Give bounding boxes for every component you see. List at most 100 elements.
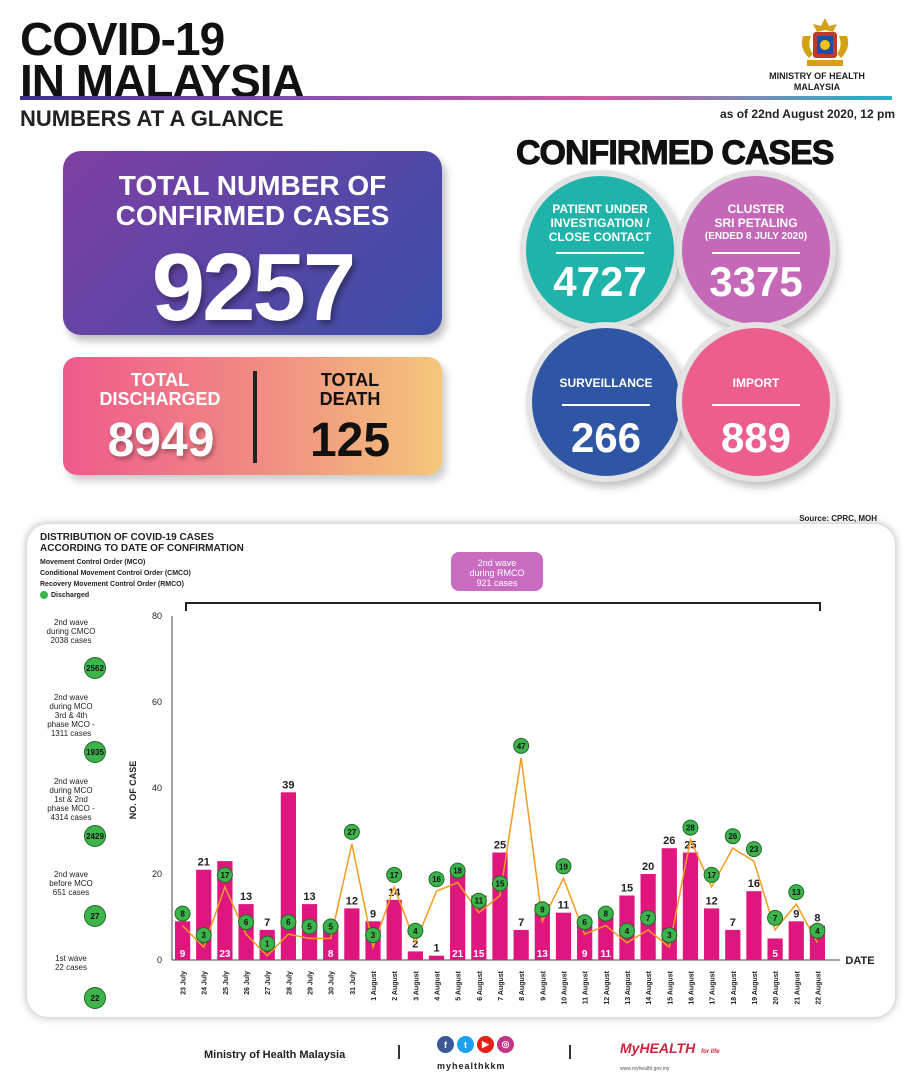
discharged-value-label: 13 [792,888,801,897]
x-tick-label: 30 July [329,971,336,995]
discharged-marker [724,828,741,845]
discharged-marker [661,927,678,944]
x-tick-label: 9 August [540,970,547,1000]
bar-value-label: 12 [346,895,358,907]
discharged-value-label: 17 [390,871,399,880]
pui-divider [556,252,644,254]
wave-count: 2429 [84,825,106,847]
ministry-line1: MINISTRY OF HEALTH [769,71,865,81]
wave-text: 2038 cases [50,635,92,645]
discharged-marker [238,914,255,931]
card-divider [253,371,257,463]
discharged-marker [534,901,551,918]
bar [598,912,614,960]
x-tick-label: 15 August [667,970,674,1004]
pui-circle: PATIENT UNDER INVESTIGATION / CLOSE CONT… [520,170,680,330]
wave-bubble: 2nd wave during MCO 3rd & 4th phase MCO -13… [38,682,104,748]
legend-mco: Movement Control Order (MCO) [40,559,146,566]
bar [323,925,339,960]
coat-of-arms-icon [793,14,857,75]
discharged-value-label: 19 [559,862,568,871]
discharged-marker [259,935,276,952]
myhealth-url[interactable]: www.myhealth.gov.my [620,1066,670,1072]
discharged-value-label: 7 [773,914,778,923]
wave-text: before MCO [49,878,93,888]
wave-text: 2nd wave [53,869,89,879]
total-confirmed-value: 9257 [151,234,357,341]
footer-separator [398,1045,400,1059]
youtube-icon[interactable]: ▶ [477,1036,494,1053]
bar-value-label: 15 [473,949,485,960]
x-tick-label: 19 August [752,970,759,1004]
instagram-icon[interactable]: ◎ [497,1036,514,1053]
x-tick-label: 3 August [413,970,420,1000]
bar-value-label: 21 [198,857,210,869]
total-confirmed-label-line1: TOTAL NUMBER OF [118,170,387,201]
discharged-value-label: 17 [707,871,716,880]
bar [534,904,550,960]
bar-value-label: 16 [748,878,760,890]
discharged-value-label: 8 [604,910,609,919]
social-handle[interactable]: myhealthkkm [437,1061,506,1071]
wave-count: 27 [84,905,106,927]
wave-text: 1311 cases [50,728,92,738]
x-tick-label: 31 July [350,971,357,995]
wave-count: 1935 [84,741,106,763]
myhealth-tagline: for life [701,1049,720,1055]
discharged-value-label: 18 [453,867,462,876]
cluster-value: 3375 [709,258,803,305]
bar-value-label: 25 [494,840,506,852]
bar-value-label: 13 [303,891,315,903]
x-tick-label: 13 August [625,970,632,1004]
y-tick-label: 20 [152,869,162,879]
bar [767,938,783,960]
bar-value-label: 20 [642,861,654,873]
wave-text: 2nd wave [53,776,89,786]
discharged-marker [343,823,360,840]
x-tick-label: 17 August [710,970,717,1004]
pui-label-line2: INVESTIGATION / [550,216,650,230]
myhealth-logo: MyHEALTH for life [620,1040,719,1056]
wave-text: 1st wave [55,954,87,963]
pui-label: PATIENT UNDER INVESTIGATION / CLOSE CONT… [526,202,674,244]
discharged-value-label: 47 [517,742,526,751]
bar-value-label: 1 [433,943,439,955]
total-confirmed-card: TOTAL NUMBER OF CONFIRMED CASES 9257 [63,151,442,341]
cluster-divider [712,252,800,254]
discharged-marker [640,909,657,926]
import-divider [712,404,800,406]
discharged-marker [492,875,508,892]
bar-value-label: 13 [537,949,549,960]
facebook-icon[interactable]: f [437,1036,454,1053]
bar-value-label: 5 [772,949,778,960]
y-axis-label: NO. OF CASE [128,761,138,820]
discharged-value-label: 6 [244,918,249,927]
discharged-marker [597,905,614,922]
bar [344,908,360,960]
bar [682,852,699,960]
header-rule [20,96,892,100]
cluster-circle: CLUSTER SRI PETALING (ENDED 8 JULY 2020)… [676,170,836,330]
as-of-date: as of 22nd August 2020, 12 pm [720,107,895,121]
wave-text: 2nd wave [53,617,89,627]
discharged-value-label: 27 [347,828,356,837]
distribution-title-line1: DISTRIBUTION OF COVID-19 CASES [40,532,214,543]
x-tick-label: 14 August [646,970,653,1004]
discharged-marker [407,922,424,939]
y-tick-label: 40 [152,783,162,793]
wave-bubble: 2nd wave during CMCO 2038 cases [38,598,104,664]
discharged-marker [682,819,699,836]
discharged-marker [703,866,720,883]
x-tick-label: 22 August [815,970,822,1004]
cluster-label-line3: (ENDED 8 JULY 2020) [704,231,808,242]
distribution-title-line2: ACCORDING TO DATE OF CONFIRMATION [40,543,244,554]
x-tick-label: 25 July [223,971,230,995]
confirmed-cases-title: CONFIRMED CASES [515,134,834,173]
x-tick-label: 28 July [286,971,293,995]
bar-value-label: 8 [328,949,334,960]
legend-discharged-label: Discharged [51,592,90,599]
bar [386,899,402,960]
twitter-icon[interactable]: t [457,1036,474,1053]
page-subtitle: NUMBERS AT A GLANCE [20,106,284,131]
x-tick-label: 20 August [773,970,780,1004]
